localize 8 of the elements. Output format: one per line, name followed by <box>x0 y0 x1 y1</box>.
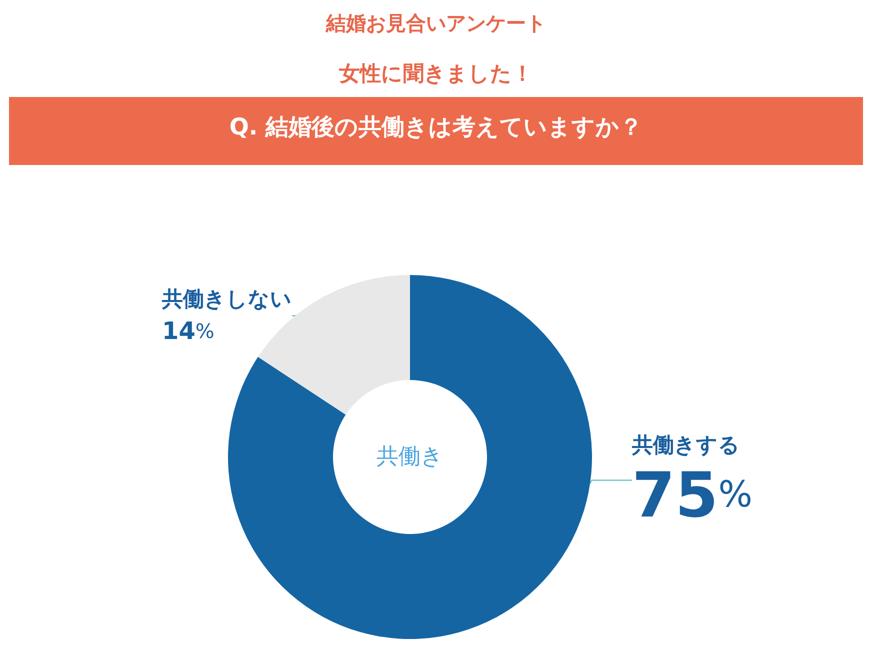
data-label: 14% <box>162 317 214 345</box>
chart-subtitle: 女性に聞きました！ <box>338 62 533 86</box>
slice-label: 共働きしない <box>161 287 292 311</box>
slice-label: 共働きする <box>631 433 740 457</box>
text: Q. 結婚後の共働きは考えていますか？ <box>229 114 643 140</box>
data-label: 75% <box>632 458 752 532</box>
chart-title: 結婚お見合いアンケート <box>325 11 546 35</box>
text: 共働き <box>376 444 444 470</box>
